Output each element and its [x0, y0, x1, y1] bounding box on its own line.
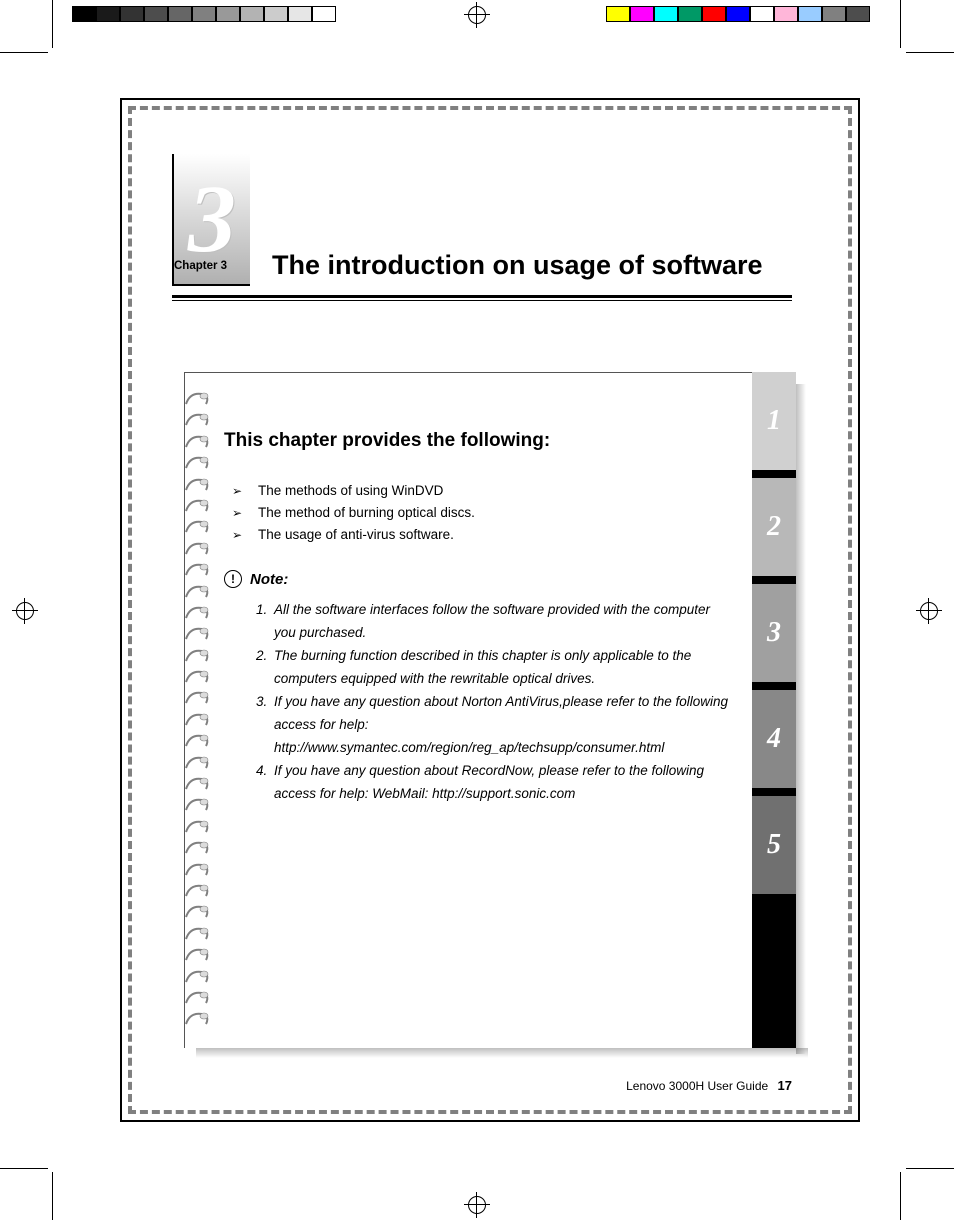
spiral-ring-icon	[184, 540, 210, 558]
spiral-binding	[184, 390, 214, 1032]
swatch	[216, 6, 240, 22]
title-rule-thin	[172, 300, 792, 301]
spiral-ring-icon	[184, 754, 210, 772]
bullet-item: The methods of using WinDVD	[232, 480, 734, 502]
spiral-ring-icon	[184, 989, 210, 1007]
grayscale-swatches	[72, 6, 336, 22]
swatch	[240, 6, 264, 22]
crop-mark	[0, 52, 48, 53]
footer-page-number: 17	[778, 1078, 792, 1093]
notes-list: All the software interfaces follow the s…	[256, 598, 734, 805]
spiral-ring-icon	[184, 796, 210, 814]
spiral-ring-icon	[184, 732, 210, 750]
note-icon: !	[224, 570, 242, 588]
section-tab-1: 1	[752, 372, 796, 470]
swatch	[678, 6, 702, 22]
spiral-ring-icon	[184, 647, 210, 665]
section-tab-4: 4	[752, 690, 796, 788]
swatch	[654, 6, 678, 22]
spiral-ring-icon	[184, 625, 210, 643]
note-item: If you have any question about RecordNow…	[256, 759, 734, 805]
spiral-ring-icon	[184, 411, 210, 429]
swatch	[72, 6, 96, 22]
section-tab-5: 5	[752, 796, 796, 894]
bullet-item: The method of burning optical discs.	[232, 502, 734, 524]
content-panel-shadow-right	[796, 384, 806, 1054]
crop-mark	[906, 1168, 954, 1169]
footer-text: Lenovo 3000H User Guide	[626, 1079, 768, 1093]
note-header: ! Note:	[224, 570, 734, 588]
content-panel-shadow-bottom	[196, 1048, 808, 1058]
swatch	[264, 6, 288, 22]
swatch	[192, 6, 216, 22]
section-tab-2: 2	[752, 478, 796, 576]
spiral-ring-icon	[184, 518, 210, 536]
crop-mark	[52, 1172, 53, 1220]
crop-mark	[900, 1172, 901, 1220]
spiral-ring-icon	[184, 903, 210, 921]
section-tab-3: 3	[752, 584, 796, 682]
note-item: The burning function described in this c…	[256, 644, 734, 690]
swatch	[120, 6, 144, 22]
spiral-ring-icon	[184, 861, 210, 879]
spiral-ring-icon	[184, 476, 210, 494]
spiral-ring-icon	[184, 775, 210, 793]
spiral-ring-icon	[184, 604, 210, 622]
swatch	[774, 6, 798, 22]
swatch	[702, 6, 726, 22]
spiral-ring-icon	[184, 925, 210, 943]
registration-mark-icon	[920, 602, 938, 620]
swatch	[144, 6, 168, 22]
bullet-item: The usage of anti-virus software.	[232, 524, 734, 546]
crop-mark	[900, 0, 901, 48]
swatch	[168, 6, 192, 22]
spiral-ring-icon	[184, 946, 210, 964]
note-item: All the software interfaces follow the s…	[256, 598, 734, 644]
bullet-list: The methods of using WinDVDThe method of…	[232, 480, 734, 546]
spiral-ring-icon	[184, 390, 210, 408]
spiral-ring-icon	[184, 839, 210, 857]
crop-mark	[0, 1168, 48, 1169]
page-footer: Lenovo 3000H User Guide 17	[520, 1078, 792, 1093]
swatch	[630, 6, 654, 22]
registration-mark-icon	[16, 602, 34, 620]
spiral-ring-icon	[184, 583, 210, 601]
swatch	[312, 6, 336, 22]
swatch	[606, 6, 630, 22]
spiral-ring-icon	[184, 454, 210, 472]
chapter-label: Chapter 3	[174, 260, 227, 272]
note-item: If you have any question about Norton An…	[256, 690, 734, 759]
spiral-ring-icon	[184, 433, 210, 451]
spiral-ring-icon	[184, 818, 210, 836]
registration-mark-icon	[468, 6, 486, 24]
spiral-ring-icon	[184, 882, 210, 900]
swatch	[822, 6, 846, 22]
spiral-ring-icon	[184, 1010, 210, 1028]
note-label: Note:	[250, 571, 288, 588]
crop-mark	[52, 0, 53, 48]
spiral-ring-icon	[184, 497, 210, 515]
color-swatches	[606, 6, 870, 22]
section-subtitle: This chapter provides the following:	[224, 430, 734, 452]
title-rule-thick	[172, 295, 792, 298]
swatch	[288, 6, 312, 22]
swatch	[750, 6, 774, 22]
swatch	[726, 6, 750, 22]
content-area: This chapter provides the following: The…	[224, 430, 734, 805]
swatch	[846, 6, 870, 22]
swatch	[96, 6, 120, 22]
registration-mark-icon	[468, 1196, 486, 1214]
chapter-title: The introduction on usage of software	[272, 250, 763, 281]
spiral-ring-icon	[184, 711, 210, 729]
spiral-ring-icon	[184, 689, 210, 707]
spiral-ring-icon	[184, 561, 210, 579]
swatch	[798, 6, 822, 22]
crop-mark	[906, 52, 954, 53]
spiral-ring-icon	[184, 668, 210, 686]
chapter-number: 3	[188, 171, 236, 267]
spiral-ring-icon	[184, 968, 210, 986]
